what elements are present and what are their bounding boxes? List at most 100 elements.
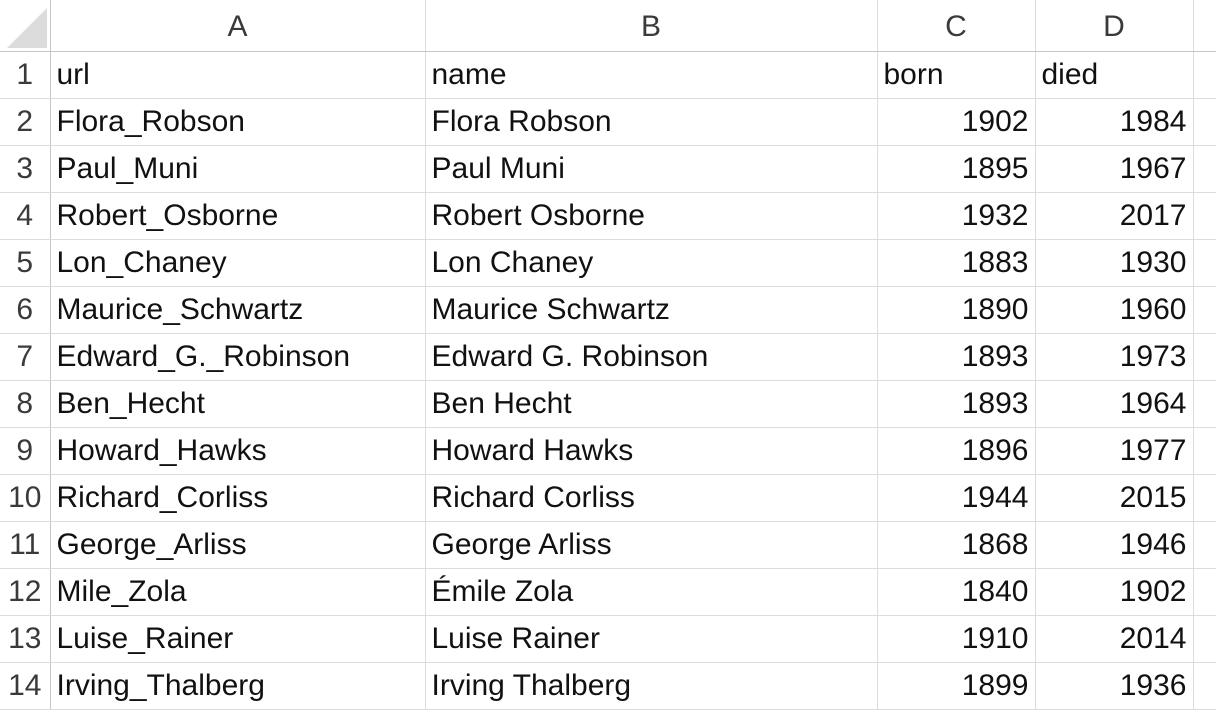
cell-born[interactable]: 1883 [877,239,1036,287]
cell-died[interactable]: 1930 [1035,239,1194,287]
cell-name[interactable]: Edward G. Robinson [425,333,878,381]
cell-died[interactable]: 1902 [1035,568,1194,616]
cell-died[interactable]: 1936 [1035,662,1194,710]
cell-born[interactable]: 1944 [877,474,1036,522]
row-header[interactable]: 4 [0,192,51,240]
cell-died[interactable]: 1960 [1035,286,1194,334]
row-header[interactable]: 9 [0,427,51,475]
row-header[interactable]: 10 [0,474,51,522]
cell-died[interactable]: 1964 [1035,380,1194,428]
cell-name[interactable]: Émile Zola [425,568,878,616]
row-header[interactable]: 8 [0,380,51,428]
cell-born[interactable]: 1910 [877,615,1036,663]
cell-column-e[interactable] [1193,474,1216,522]
column-header-row: A B C D [0,0,1216,52]
cell-name[interactable]: Luise Rainer [425,615,878,663]
cell-name[interactable]: Maurice Schwartz [425,286,878,334]
cell-name[interactable]: Howard Hawks [425,427,878,475]
cell-died[interactable]: 2017 [1035,192,1194,240]
cell-url[interactable]: Luise_Rainer [50,615,426,663]
table-row: 2 Flora_Robson Flora Robson 1902 1984 [0,98,1216,146]
cell-name[interactable]: Flora Robson [425,98,878,146]
cell-column-e[interactable] [1193,51,1216,99]
cell-name[interactable]: Robert Osborne [425,192,878,240]
cell-column-e[interactable] [1193,239,1216,287]
table-row: 3 Paul_Muni Paul Muni 1895 1967 [0,145,1216,193]
cell-born[interactable]: 1896 [877,427,1036,475]
row-header[interactable]: 5 [0,239,51,287]
cell-url[interactable]: Mile_Zola [50,568,426,616]
cell-born[interactable]: 1902 [877,98,1036,146]
cell-column-e[interactable] [1193,568,1216,616]
cell-name[interactable]: name [425,51,878,99]
cell-column-e[interactable] [1193,521,1216,569]
cell-died[interactable]: 1973 [1035,333,1194,381]
cell-column-e[interactable] [1193,98,1216,146]
cell-url[interactable]: Irving_Thalberg [50,662,426,710]
cell-url[interactable]: Lon_Chaney [50,239,426,287]
column-header-d[interactable]: D [1035,0,1194,52]
cell-born[interactable]: 1899 [877,662,1036,710]
cell-url[interactable]: Maurice_Schwartz [50,286,426,334]
table-row: 5 Lon_Chaney Lon Chaney 1883 1930 [0,239,1216,287]
cell-url[interactable]: George_Arliss [50,521,426,569]
row-header[interactable]: 12 [0,568,51,616]
table-row: 1 url name born died [0,51,1216,99]
cell-died[interactable]: 2015 [1035,474,1194,522]
row-header[interactable]: 11 [0,521,51,569]
cell-name[interactable]: Irving Thalberg [425,662,878,710]
cell-died[interactable]: died [1035,51,1194,99]
cell-born[interactable]: 1895 [877,145,1036,193]
column-header-a[interactable]: A [50,0,426,52]
cell-column-e[interactable] [1193,145,1216,193]
cell-column-e[interactable] [1193,192,1216,240]
table-row: 12 Mile_Zola Émile Zola 1840 1902 [0,568,1216,616]
table-row: 14 Irving_Thalberg Irving Thalberg 1899 1936 [0,662,1216,710]
cell-died[interactable]: 2014 [1035,615,1194,663]
cell-url[interactable]: Edward_G._Robinson [50,333,426,381]
cell-url[interactable]: Richard_Corliss [50,474,426,522]
cell-born[interactable]: born [877,51,1036,99]
cell-column-e[interactable] [1193,662,1216,710]
cell-name[interactable]: Richard Corliss [425,474,878,522]
cell-died[interactable]: 1967 [1035,145,1194,193]
cell-url[interactable]: url [50,51,426,99]
cell-died[interactable]: 1946 [1035,521,1194,569]
cell-column-e[interactable] [1193,380,1216,428]
cell-column-e[interactable] [1193,427,1216,475]
cell-born[interactable]: 1893 [877,380,1036,428]
cell-died[interactable]: 1984 [1035,98,1194,146]
cell-born[interactable]: 1840 [877,568,1036,616]
cell-url[interactable]: Robert_Osborne [50,192,426,240]
column-header-c[interactable]: C [877,0,1036,52]
table-row: 8 Ben_Hecht Ben Hecht 1893 1964 [0,380,1216,428]
cell-column-e[interactable] [1193,286,1216,334]
cell-name[interactable]: Ben Hecht [425,380,878,428]
row-header[interactable]: 3 [0,145,51,193]
cell-born[interactable]: 1932 [877,192,1036,240]
row-header[interactable]: 7 [0,333,51,381]
cell-url[interactable]: Flora_Robson [50,98,426,146]
row-header[interactable]: 1 [0,51,51,99]
cell-born[interactable]: 1868 [877,521,1036,569]
cell-born[interactable]: 1890 [877,286,1036,334]
cell-born[interactable]: 1893 [877,333,1036,381]
table-row: 6 Maurice_Schwartz Maurice Schwartz 1890 196… [0,286,1216,334]
row-header[interactable]: 13 [0,615,51,663]
row-header[interactable]: 14 [0,662,51,710]
cell-column-e[interactable] [1193,333,1216,381]
select-all-corner[interactable] [0,0,51,52]
cell-url[interactable]: Ben_Hecht [50,380,426,428]
column-header-b[interactable]: B [425,0,878,52]
table-row: 11 George_Arliss George Arliss 1868 1946 [0,521,1216,569]
cell-url[interactable]: Howard_Hawks [50,427,426,475]
cell-died[interactable]: 1977 [1035,427,1194,475]
cell-column-e[interactable] [1193,615,1216,663]
row-header[interactable]: 2 [0,98,51,146]
cell-url[interactable]: Paul_Muni [50,145,426,193]
cell-name[interactable]: Paul Muni [425,145,878,193]
column-header-e-partial[interactable] [1193,0,1216,52]
row-header[interactable]: 6 [0,286,51,334]
cell-name[interactable]: Lon Chaney [425,239,878,287]
cell-name[interactable]: George Arliss [425,521,878,569]
